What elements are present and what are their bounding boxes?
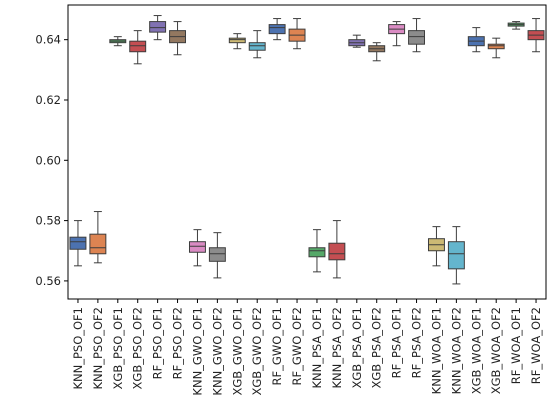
box-KNN_GWO_OF1 bbox=[188, 229, 206, 267]
box-XGB_PSA_OF2 bbox=[368, 42, 386, 62]
box-XGB_WOA_OF1 bbox=[467, 27, 485, 53]
x-tick-label: KNN_PSA_OF2 bbox=[330, 307, 344, 389]
x-tick-label: XGB_GWO_OF1 bbox=[230, 307, 244, 396]
box-XGB_GWO_OF2 bbox=[248, 30, 266, 59]
box-KNN_PSO_OF2 bbox=[89, 211, 107, 264]
box-body bbox=[69, 236, 87, 250]
box-body bbox=[89, 233, 107, 255]
box-body bbox=[328, 242, 346, 261]
x-tick-label: XGB_PSA_OF1 bbox=[350, 307, 364, 388]
y-tick-label: 0.62 bbox=[35, 93, 61, 107]
x-tick-label: RF_GWO_OF1 bbox=[270, 307, 284, 385]
box-body bbox=[208, 247, 226, 262]
y-tick-label: 0.64 bbox=[35, 33, 61, 47]
box-XGB_PSO_OF2 bbox=[129, 30, 147, 65]
box-RF_PSA_OF2 bbox=[408, 18, 426, 53]
box-RF_WOA_OF2 bbox=[527, 18, 545, 53]
box-body bbox=[248, 42, 266, 51]
box-series-group bbox=[69, 15, 545, 285]
y-axis: 0.56 0.58 0.60 0.62 0.64 bbox=[35, 33, 68, 288]
x-tick-label: KNN_PSA_OF1 bbox=[310, 307, 324, 389]
box-body bbox=[308, 247, 326, 258]
box-RF_PSO_OF1 bbox=[149, 15, 167, 41]
box-XGB_GWO_OF1 bbox=[228, 33, 246, 50]
box-KNN_WOA_OF2 bbox=[447, 226, 465, 285]
y-tick-label: 0.58 bbox=[35, 214, 61, 228]
box-body bbox=[129, 40, 147, 53]
box-body bbox=[447, 241, 465, 270]
x-tick-label: KNN_GWO_OF2 bbox=[210, 307, 224, 396]
x-tick-label: RF_WOA_OF2 bbox=[529, 307, 543, 384]
x-tick-label: KNN_WOA_OF1 bbox=[429, 307, 443, 394]
x-tick-label: KNN_PSO_OF2 bbox=[91, 307, 105, 390]
x-tick-label: RF_PSO_OF2 bbox=[171, 307, 185, 379]
box-body bbox=[408, 30, 426, 45]
box-KNN_PSA_OF1 bbox=[308, 229, 326, 273]
box-XGB_PSA_OF1 bbox=[348, 34, 366, 48]
x-tick-label: KNN_PSO_OF1 bbox=[71, 307, 85, 390]
x-tick-label: KNN_WOA_OF2 bbox=[449, 307, 463, 394]
x-tick-label: XGB_PSA_OF2 bbox=[370, 307, 384, 388]
x-tick-label: RF_PSA_OF2 bbox=[410, 307, 424, 378]
x-tick-label: XGB_WOA_OF1 bbox=[469, 307, 483, 394]
box-body bbox=[188, 241, 206, 253]
box-body bbox=[228, 37, 246, 44]
x-tick-label: RF_WOA_OF1 bbox=[509, 307, 523, 384]
y-tick-label: 0.60 bbox=[35, 153, 61, 167]
x-tick-label: XGB_WOA_OF2 bbox=[489, 307, 503, 394]
box-body bbox=[149, 21, 167, 33]
x-tick-label: RF_GWO_OF2 bbox=[290, 307, 304, 385]
y-tick-label: 0.56 bbox=[35, 274, 61, 288]
box-body bbox=[487, 43, 505, 50]
box-KNN_PSA_OF2 bbox=[328, 220, 346, 279]
box-XGB_WOA_OF2 bbox=[487, 37, 505, 59]
x-axis: KNN_PSO_OF1 KNN_PSO_OF2 XGB_PSO_OF1 XGB_PSO… bbox=[71, 299, 543, 396]
box-RF_WOA_OF1 bbox=[507, 21, 525, 30]
box-RF_GWO_OF1 bbox=[268, 18, 286, 41]
box-body bbox=[268, 24, 286, 35]
box-KNN_WOA_OF1 bbox=[427, 226, 445, 267]
box-RF_PSO_OF2 bbox=[169, 21, 187, 56]
x-tick-label: XGB_PSO_OF2 bbox=[131, 307, 145, 389]
x-tick-label: XGB_PSO_OF1 bbox=[111, 307, 125, 389]
box-XGB_PSO_OF1 bbox=[109, 36, 127, 47]
box-RF_GWO_OF2 bbox=[288, 18, 306, 50]
box-RF_PSA_OF1 bbox=[388, 21, 406, 47]
x-tick-label: RF_PSA_OF1 bbox=[390, 307, 404, 378]
plot-frame bbox=[67, 4, 547, 300]
x-tick-label: XGB_GWO_OF2 bbox=[250, 307, 264, 396]
x-tick-label: KNN_GWO_OF1 bbox=[190, 307, 204, 396]
x-tick-label: RF_PSO_OF1 bbox=[151, 307, 165, 379]
box-KNN_GWO_OF2 bbox=[208, 232, 226, 279]
box-KNN_PSO_OF1 bbox=[69, 220, 87, 267]
